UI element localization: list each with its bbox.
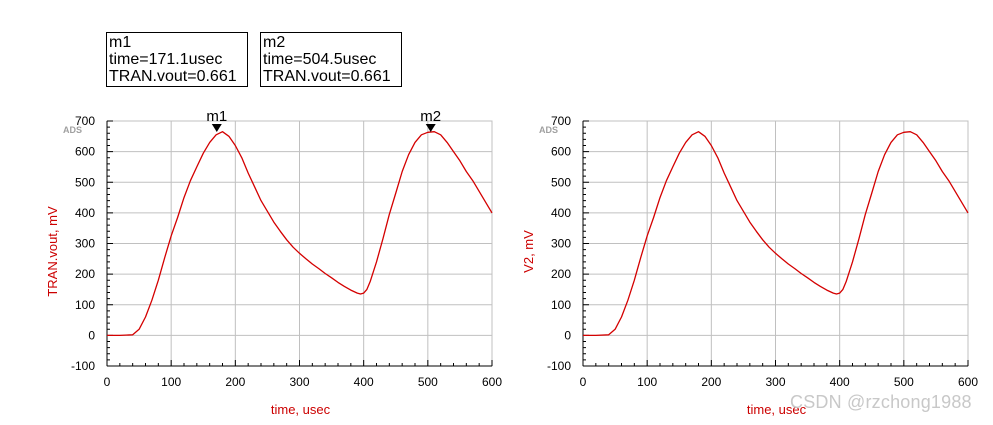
y-tick-label: 500 xyxy=(551,175,571,189)
y-tick-label: 200 xyxy=(551,267,571,281)
x-tick-label: 400 xyxy=(830,375,850,389)
marker-time: time=171.1usec xyxy=(109,51,223,68)
y-tick-label: 100 xyxy=(551,298,571,312)
series-line-trace xyxy=(583,131,969,337)
marker-value: TRAN.vout=0.661 xyxy=(263,68,391,85)
x-tick-label: 0 xyxy=(580,375,587,389)
y-tick-label: -100 xyxy=(71,359,95,373)
y-axis-label: V2, mV xyxy=(521,230,536,273)
marker-readout-m1: m1 time=171.1usec TRAN.vout=0.661 xyxy=(106,32,248,87)
x-tick-label: 100 xyxy=(161,375,181,389)
x-tick-label: 600 xyxy=(958,375,978,389)
x-tick-label: 500 xyxy=(418,375,438,389)
marker-triangle-m1 xyxy=(211,123,222,132)
watermark: CSDN @rzchong1988 xyxy=(790,392,972,412)
x-axis-label: time, usec xyxy=(271,402,331,417)
y-tick-label: 300 xyxy=(75,237,95,251)
x-tick-label: 400 xyxy=(354,375,374,389)
y-tick-label: 100 xyxy=(75,298,95,312)
x-tick-label: 300 xyxy=(765,375,785,389)
y-tick-label: 300 xyxy=(551,237,571,251)
y-axis-label: TRAN.vout, mV xyxy=(45,206,60,297)
y-tick-label: 700 xyxy=(75,114,95,128)
marker-readout-m2: m2 time=504.5usec TRAN.vout=0.661 xyxy=(260,32,402,87)
y-tick-label: 0 xyxy=(88,328,95,342)
ads-badge: ADS xyxy=(539,125,558,135)
y-tick-label: 600 xyxy=(75,145,95,159)
y-tick-label: 400 xyxy=(551,206,571,220)
x-tick-label: 100 xyxy=(637,375,657,389)
marker-name: m1 xyxy=(109,34,132,51)
x-tick-label: 300 xyxy=(289,375,309,389)
marker-label-m2: m2 xyxy=(420,108,441,125)
y-tick-label: -100 xyxy=(547,359,571,373)
y-tick-label: 400 xyxy=(75,206,95,220)
x-tick-label: 500 xyxy=(894,375,914,389)
marker-triangle-m2 xyxy=(425,123,436,132)
marker-value: TRAN.vout=0.661 xyxy=(109,68,237,85)
x-tick-label: 600 xyxy=(482,375,502,389)
y-tick-label: 200 xyxy=(75,267,95,281)
marker-time: time=504.5usec xyxy=(263,51,377,68)
marker-name: m2 xyxy=(263,34,286,51)
x-axis-label: time, usec xyxy=(747,402,807,417)
y-tick-label: 0 xyxy=(564,328,571,342)
x-tick-label: 0 xyxy=(104,375,111,389)
x-tick-label: 200 xyxy=(225,375,245,389)
y-tick-label: 500 xyxy=(75,175,95,189)
series-line-trace xyxy=(107,131,493,337)
x-tick-label: 200 xyxy=(701,375,721,389)
y-tick-label: 600 xyxy=(551,145,571,159)
ads-badge: ADS xyxy=(63,125,82,135)
marker-label-m1: m1 xyxy=(206,108,227,125)
y-tick-label: 700 xyxy=(551,114,571,128)
